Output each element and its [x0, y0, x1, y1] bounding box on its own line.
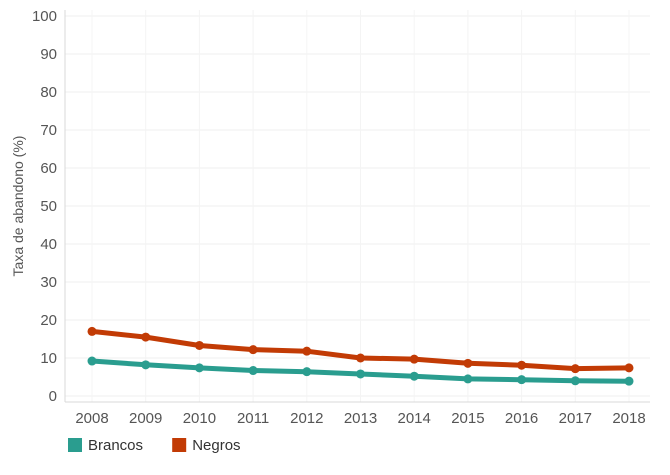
y-tick-label: 80	[40, 84, 57, 101]
y-tick-label: 50	[40, 198, 57, 215]
data-point[interactable]	[624, 376, 634, 386]
series-negros	[87, 326, 634, 374]
data-point[interactable]	[517, 375, 527, 385]
data-point[interactable]	[517, 360, 527, 370]
data-point[interactable]	[624, 363, 634, 373]
data-point[interactable]	[356, 353, 365, 363]
y-tick-label: 90	[40, 46, 57, 63]
y-tick-label: 40	[40, 236, 57, 253]
x-tick-label: 2012	[290, 410, 323, 427]
legend-item-negros[interactable]: Negros	[172, 437, 241, 454]
x-tick-label: 2018	[612, 410, 645, 427]
x-tick-label: 2008	[75, 410, 108, 427]
y-tick-labels: 0 10 20 30 40 50 60 70 80 90 100	[32, 8, 57, 405]
x-tick-label: 2015	[451, 410, 484, 427]
y-tick-label: 0	[49, 388, 57, 405]
x-tick-labels: 2008 2009 2010 2011 2012 2013 2014 2015 2016 2017…	[75, 410, 645, 427]
legend-label: Negros	[192, 437, 240, 454]
data-point[interactable]	[248, 345, 258, 355]
data-point[interactable]	[248, 366, 258, 376]
y-tick-label: 70	[40, 122, 57, 139]
x-tick-label: 2013	[344, 410, 377, 427]
grid	[65, 10, 650, 402]
data-point[interactable]	[463, 358, 473, 368]
legend-label: Brancos	[88, 437, 143, 454]
y-axis-label: Taxa de abandono (%)	[10, 136, 26, 277]
x-tick-label: 2017	[559, 410, 592, 427]
data-point[interactable]	[194, 363, 204, 373]
y-tick-label: 100	[32, 8, 57, 25]
data-point[interactable]	[356, 369, 365, 379]
data-point[interactable]	[87, 356, 97, 366]
y-tick-label: 20	[40, 312, 57, 329]
legend-item-brancos[interactable]: Brancos	[68, 437, 143, 454]
x-tick-label: 2016	[505, 410, 538, 427]
data-point[interactable]	[409, 354, 419, 364]
data-point[interactable]	[570, 364, 580, 374]
data-point[interactable]	[194, 340, 204, 350]
y-tick-label: 30	[40, 274, 57, 291]
data-point[interactable]	[302, 346, 312, 356]
data-point[interactable]	[141, 332, 151, 342]
x-tick-label: 2011	[237, 410, 269, 427]
data-point[interactable]	[302, 367, 312, 377]
x-tick-label: 2014	[398, 410, 431, 427]
legend-swatch	[68, 438, 82, 452]
legend-swatch	[172, 438, 187, 452]
data-point[interactable]	[463, 374, 473, 384]
data-point[interactable]	[141, 360, 151, 370]
x-tick-label: 2009	[129, 410, 162, 427]
y-tick-label: 10	[40, 350, 57, 367]
series-brancos	[87, 356, 634, 386]
legend: Brancos Negros	[68, 437, 241, 454]
y-tick-label: 60	[40, 160, 57, 177]
data-point[interactable]	[570, 376, 580, 386]
data-point[interactable]	[409, 371, 419, 381]
series	[87, 326, 634, 386]
data-point[interactable]	[87, 326, 97, 336]
axes	[64, 10, 650, 403]
x-tick-label: 2010	[183, 410, 216, 427]
